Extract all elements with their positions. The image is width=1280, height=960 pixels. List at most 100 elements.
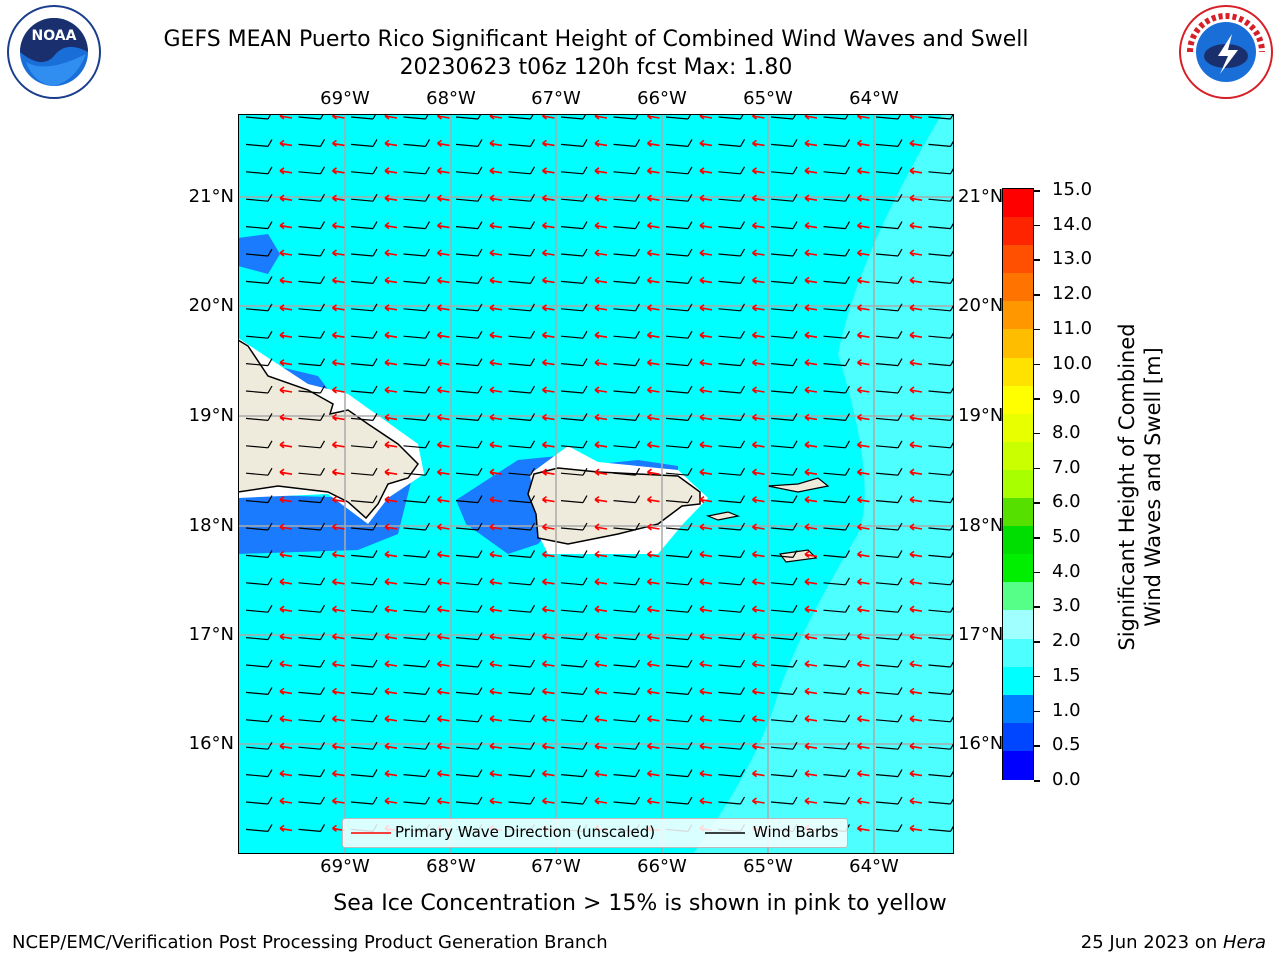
wave-direction-arrow bbox=[384, 797, 398, 805]
nws-logo bbox=[1178, 4, 1274, 100]
wave-direction-arrow bbox=[699, 578, 713, 586]
wave-direction-arrow bbox=[384, 495, 398, 504]
wind-barb bbox=[875, 741, 903, 750]
wave-direction-arrow bbox=[437, 687, 450, 696]
wave-direction-arrow bbox=[752, 495, 765, 504]
wind-barb bbox=[875, 276, 903, 284]
wind-barb bbox=[245, 248, 273, 257]
wave-direction-arrow bbox=[752, 249, 765, 257]
wave-direction-arrow bbox=[857, 797, 870, 805]
wind-barb bbox=[245, 330, 273, 339]
wave-direction-arrow bbox=[279, 441, 293, 449]
wave-direction-arrow bbox=[857, 304, 870, 312]
lat-tick-label-right: 17°N bbox=[958, 624, 1004, 645]
wind-barb bbox=[403, 604, 431, 613]
wind-barb bbox=[350, 330, 378, 339]
wind-barb bbox=[770, 166, 798, 175]
lon-tick-label-bottom: 67°W bbox=[531, 856, 581, 877]
wave-direction-arrow bbox=[279, 824, 293, 833]
wave-direction-arrow bbox=[752, 386, 765, 394]
wave-direction-arrow bbox=[857, 550, 870, 559]
wave-direction-arrow bbox=[752, 687, 765, 696]
wave-direction-arrow bbox=[647, 495, 660, 504]
wave-direction-arrow bbox=[857, 139, 870, 148]
wind-barb bbox=[823, 440, 851, 449]
wave-direction-arrow bbox=[594, 139, 608, 148]
wind-barb bbox=[823, 276, 851, 284]
wind-barb bbox=[350, 358, 378, 367]
wind-barb bbox=[770, 385, 798, 394]
wind-barb bbox=[613, 303, 641, 312]
wave-direction-arrow bbox=[699, 660, 713, 668]
wind-barb bbox=[403, 687, 431, 695]
wind-barb bbox=[875, 495, 903, 504]
wind-barb bbox=[665, 495, 693, 504]
wind-barb bbox=[665, 330, 693, 339]
wind-barb bbox=[245, 604, 273, 613]
wind-barb bbox=[770, 330, 798, 339]
wave-direction-arrow bbox=[437, 578, 450, 586]
wave-direction-arrow bbox=[332, 495, 345, 504]
wind-barb bbox=[613, 769, 641, 778]
wave-direction-arrow bbox=[699, 769, 713, 778]
wind-barb bbox=[508, 358, 536, 367]
wind-barb bbox=[455, 193, 483, 202]
wave-direction-arrow bbox=[542, 660, 555, 668]
wave-direction-arrow bbox=[699, 468, 713, 476]
wave-direction-arrow bbox=[804, 523, 818, 531]
wind-barb bbox=[455, 714, 483, 723]
wind-barb bbox=[770, 276, 798, 284]
colorbar-tick-mark bbox=[1034, 780, 1040, 782]
wind-barb bbox=[875, 659, 903, 668]
wave-direction-arrow bbox=[647, 221, 660, 230]
wind-barb bbox=[298, 114, 325, 120]
wind-barb bbox=[350, 440, 378, 449]
wave-direction-arrow bbox=[542, 331, 555, 339]
wind-barb bbox=[665, 276, 693, 284]
wave-direction-arrow bbox=[384, 331, 398, 339]
wind-barb bbox=[298, 495, 326, 504]
wind-barb bbox=[665, 467, 693, 476]
wind-barb bbox=[298, 467, 326, 476]
wave-direction-arrow bbox=[332, 578, 345, 586]
lon-tick-label-top: 65°W bbox=[743, 88, 793, 109]
wave-direction-arrow bbox=[489, 660, 503, 668]
wind-barb bbox=[298, 221, 326, 230]
wave-direction-arrow bbox=[384, 687, 398, 696]
wind-barb bbox=[823, 358, 851, 367]
chart-title: GEFS MEAN Puerto Rico Significant Height… bbox=[163, 27, 1029, 52]
wave-direction-arrow bbox=[542, 139, 555, 148]
wind-barb bbox=[455, 495, 483, 504]
colorbar-tick-label: 15.0 bbox=[1052, 179, 1093, 200]
lat-tick-label-right: 18°N bbox=[958, 515, 1004, 536]
colorbar-tick-mark bbox=[1034, 259, 1040, 261]
wind-barb bbox=[403, 114, 430, 120]
lat-tick-label-left: 19°N bbox=[188, 405, 234, 426]
wave-direction-arrow bbox=[279, 769, 293, 778]
wave-direction-arrow bbox=[437, 358, 450, 367]
wave-direction-arrow bbox=[909, 660, 923, 668]
wave-direction-legend-label: Primary Wave Direction (unscaled) bbox=[395, 823, 656, 841]
wind-barb bbox=[718, 687, 746, 695]
wind-barb bbox=[665, 604, 693, 613]
wave-direction-arrow bbox=[647, 139, 660, 148]
wind-barb bbox=[823, 114, 850, 120]
wave-direction-arrow bbox=[332, 413, 345, 422]
wind-barb bbox=[875, 769, 903, 778]
wave-direction-arrow bbox=[279, 194, 293, 202]
wind-barb bbox=[298, 413, 326, 421]
wind-barb bbox=[455, 330, 483, 339]
wave-direction-arrow bbox=[752, 139, 765, 148]
wind-barb bbox=[665, 221, 693, 230]
wind-barb bbox=[403, 577, 431, 586]
colorbar-tick-label: 8.0 bbox=[1052, 421, 1081, 443]
wave-direction-arrow bbox=[857, 578, 870, 586]
wind-barb bbox=[665, 796, 693, 805]
wave-direction-arrow bbox=[752, 441, 765, 449]
wave-direction-arrow bbox=[542, 495, 555, 504]
wave-direction-arrow bbox=[752, 660, 765, 668]
wave-direction-arrow bbox=[384, 660, 398, 668]
wave-direction-arrow bbox=[699, 249, 713, 257]
wind-barb bbox=[245, 467, 273, 476]
wave-direction-arrow bbox=[437, 797, 450, 805]
